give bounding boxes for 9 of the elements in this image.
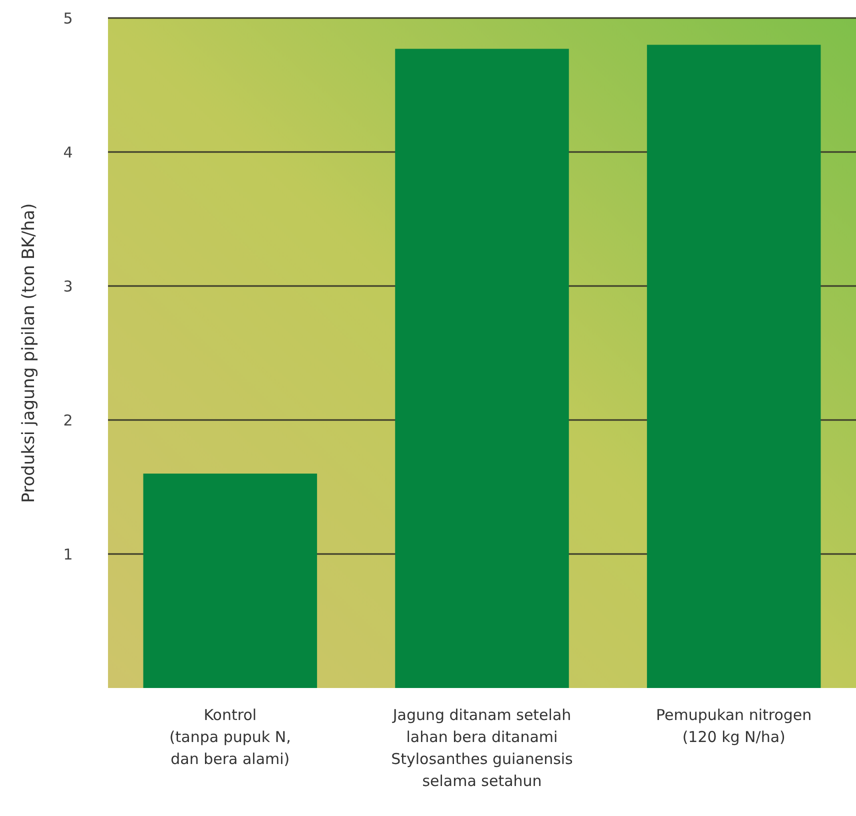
- x-tick-label: Kontrol (tanpa pupuk N, dan bera alami): [169, 706, 291, 768]
- x-tick-label: Pemupukan nitrogen (120 kg N/ha): [656, 706, 812, 746]
- y-tick-label: 1: [63, 545, 73, 564]
- y-tick-label: 2: [63, 411, 73, 430]
- x-tick-label: Jagung ditanam setelah lahan bera ditanami Stylosanthes guianensis selama setahun: [391, 706, 574, 790]
- y-tick-label: 4: [63, 143, 73, 162]
- y-tick-label: 3: [63, 277, 73, 296]
- y-tick-label: 5: [63, 9, 73, 28]
- y-axis-title: Produksi jagung pipilan (ton BK/ha): [18, 203, 39, 503]
